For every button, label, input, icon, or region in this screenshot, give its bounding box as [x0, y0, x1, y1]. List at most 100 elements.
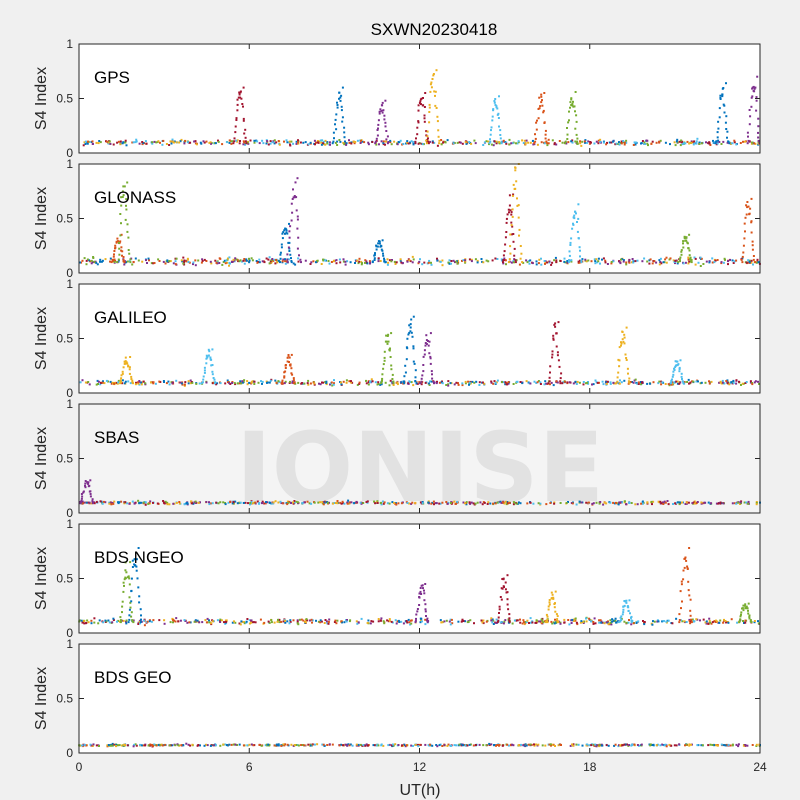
data-point [584, 139, 587, 142]
data-point [267, 743, 270, 746]
data-point [732, 382, 735, 384]
burst-point [497, 112, 500, 115]
peak-point [296, 177, 299, 180]
data-point [289, 144, 292, 147]
data-point [430, 502, 433, 505]
data-point [407, 618, 410, 621]
data-point [361, 140, 364, 143]
data-point [315, 261, 317, 264]
data-point [355, 259, 358, 262]
burst-point [498, 125, 500, 128]
data-point [362, 502, 365, 504]
burst-point [242, 117, 245, 120]
data-point [636, 503, 639, 506]
data-point [735, 382, 738, 385]
burst-point [110, 261, 113, 264]
data-point [166, 260, 169, 263]
data-point [729, 744, 732, 747]
data-point [755, 502, 758, 505]
burst-point [546, 615, 549, 618]
burst-point [544, 129, 547, 132]
data-point [601, 380, 604, 383]
data-point [174, 257, 177, 260]
data-point [711, 621, 714, 624]
y-tick-label: 0.5 [56, 692, 73, 706]
data-point [535, 621, 538, 624]
burst-point [568, 259, 570, 262]
burst-point [125, 362, 128, 365]
data-point [347, 499, 350, 502]
burst-point [566, 133, 569, 136]
burst-point [84, 484, 86, 487]
data-point [268, 381, 271, 384]
data-point [470, 501, 473, 504]
data-point [750, 259, 753, 262]
data-point [610, 262, 613, 265]
data-point [277, 140, 280, 142]
data-point [239, 623, 242, 626]
data-point [593, 617, 596, 620]
data-point [716, 744, 719, 747]
data-point [660, 380, 663, 383]
data-point [697, 261, 700, 264]
burst-point [622, 340, 625, 343]
data-point [248, 257, 250, 260]
data-point [581, 621, 584, 624]
data-point [232, 501, 235, 504]
data-point [507, 381, 510, 383]
burst-point [434, 90, 437, 93]
data-point [183, 259, 186, 262]
data-point [224, 502, 227, 504]
data-point [584, 258, 587, 261]
data-point [606, 380, 609, 383]
burst-point [116, 237, 119, 240]
data-point [517, 744, 520, 747]
data-point [676, 501, 679, 504]
data-point [511, 622, 514, 625]
burst-point [203, 369, 206, 372]
data-point [118, 501, 121, 504]
burst-point [425, 615, 427, 617]
burst-point [511, 215, 514, 218]
data-point [92, 743, 95, 746]
burst-point [383, 359, 386, 362]
burst-point [425, 134, 428, 137]
data-point [227, 501, 230, 504]
data-point [230, 142, 233, 145]
data-point [390, 260, 393, 263]
data-point [519, 502, 522, 505]
burst-point [424, 342, 427, 344]
data-point [157, 258, 160, 261]
data-point [744, 619, 747, 622]
burst-point [432, 73, 435, 75]
burst-point [554, 610, 557, 613]
burst-point [568, 254, 571, 257]
burst-point [294, 181, 297, 184]
burst-point [424, 344, 427, 347]
data-point [460, 620, 463, 623]
data-point [633, 743, 636, 746]
data-point [327, 501, 329, 504]
data-point [678, 503, 681, 506]
data-point [597, 257, 600, 260]
data-point [592, 622, 595, 625]
data-point [162, 500, 165, 502]
data-point [490, 743, 493, 746]
data-point [597, 260, 600, 263]
burst-point [84, 482, 87, 485]
burst-point [130, 590, 133, 593]
data-point [110, 503, 113, 506]
data-point [687, 501, 690, 504]
data-point [464, 260, 467, 263]
data-point [277, 744, 280, 747]
data-point [723, 382, 726, 385]
data-point [575, 503, 578, 506]
data-point [132, 141, 135, 144]
data-point [577, 260, 580, 263]
data-point [754, 380, 757, 383]
data-point [442, 141, 445, 144]
burst-point [410, 318, 413, 321]
burst-point [284, 370, 287, 373]
data-point [614, 619, 617, 622]
burst-point [419, 590, 422, 593]
